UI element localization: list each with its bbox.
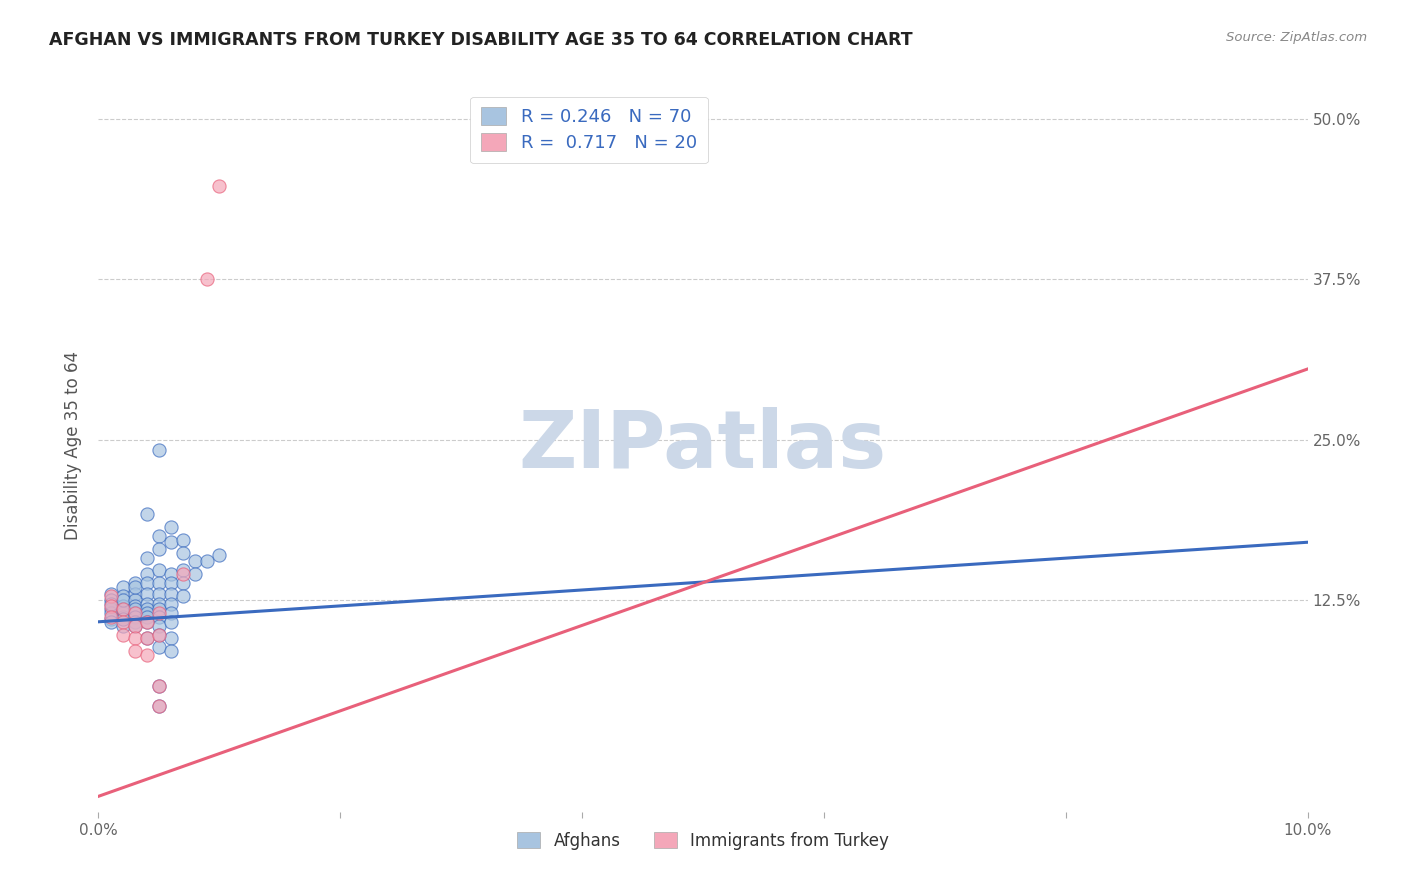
Point	[135, 602, 157, 616]
Point	[172, 567, 194, 582]
Point	[100, 612, 122, 626]
Point	[148, 699, 170, 714]
Point	[111, 589, 134, 603]
Point	[135, 609, 157, 624]
Point	[124, 615, 146, 629]
Point	[148, 606, 170, 620]
Point	[208, 178, 231, 193]
Point	[111, 580, 134, 594]
Point	[160, 576, 183, 591]
Point	[124, 576, 146, 591]
Point	[172, 545, 194, 559]
Point	[124, 618, 146, 632]
Point	[148, 618, 170, 632]
Point	[124, 632, 146, 646]
Point	[148, 586, 170, 600]
Point	[124, 586, 146, 600]
Point	[124, 609, 146, 624]
Point	[111, 593, 134, 607]
Point	[124, 593, 146, 607]
Point	[111, 627, 134, 641]
Point	[111, 602, 134, 616]
Point	[135, 576, 157, 591]
Point	[100, 589, 122, 603]
Point	[208, 548, 231, 562]
Point	[172, 576, 194, 591]
Point	[148, 627, 170, 641]
Point	[111, 606, 134, 620]
Point	[111, 609, 134, 624]
Point	[148, 679, 170, 693]
Point	[135, 615, 157, 629]
Point	[124, 602, 146, 616]
Point	[160, 567, 183, 582]
Point	[195, 554, 218, 568]
Point	[135, 632, 157, 646]
Point	[148, 597, 170, 611]
Point	[124, 580, 146, 594]
Point	[124, 618, 146, 632]
Point	[160, 615, 183, 629]
Point	[111, 602, 134, 616]
Point	[148, 541, 170, 556]
Point	[100, 586, 122, 600]
Point	[135, 632, 157, 646]
Point	[111, 612, 134, 626]
Point	[124, 606, 146, 620]
Point	[172, 589, 194, 603]
Point	[160, 586, 183, 600]
Point	[184, 567, 207, 582]
Point	[111, 599, 134, 614]
Point	[135, 615, 157, 629]
Point	[135, 567, 157, 582]
Point	[135, 648, 157, 662]
Point	[135, 606, 157, 620]
Point	[148, 442, 170, 457]
Point	[148, 640, 170, 655]
Point	[100, 606, 122, 620]
Text: Source: ZipAtlas.com: Source: ZipAtlas.com	[1226, 31, 1367, 45]
Point	[172, 564, 194, 578]
Y-axis label: Disability Age 35 to 64: Disability Age 35 to 64	[65, 351, 83, 541]
Text: AFGHAN VS IMMIGRANTS FROM TURKEY DISABILITY AGE 35 TO 64 CORRELATION CHART: AFGHAN VS IMMIGRANTS FROM TURKEY DISABIL…	[49, 31, 912, 49]
Point	[111, 615, 134, 629]
Point	[100, 609, 122, 624]
Point	[148, 576, 170, 591]
Point	[148, 564, 170, 578]
Text: ZIPatlas: ZIPatlas	[519, 407, 887, 485]
Point	[124, 644, 146, 658]
Point	[148, 529, 170, 543]
Point	[160, 535, 183, 549]
Point	[100, 599, 122, 614]
Point	[124, 599, 146, 614]
Point	[135, 597, 157, 611]
Point	[148, 627, 170, 641]
Point	[172, 533, 194, 547]
Legend: Afghans, Immigrants from Turkey: Afghans, Immigrants from Turkey	[509, 823, 897, 858]
Point	[100, 597, 122, 611]
Point	[100, 602, 122, 616]
Point	[148, 609, 170, 624]
Point	[160, 520, 183, 534]
Point	[184, 554, 207, 568]
Point	[148, 602, 170, 616]
Point	[160, 632, 183, 646]
Point	[111, 618, 134, 632]
Point	[135, 507, 157, 521]
Point	[148, 679, 170, 693]
Point	[100, 593, 122, 607]
Point	[160, 644, 183, 658]
Point	[135, 550, 157, 565]
Point	[124, 606, 146, 620]
Point	[135, 586, 157, 600]
Point	[160, 597, 183, 611]
Point	[160, 606, 183, 620]
Point	[148, 699, 170, 714]
Point	[195, 272, 218, 286]
Point	[100, 615, 122, 629]
